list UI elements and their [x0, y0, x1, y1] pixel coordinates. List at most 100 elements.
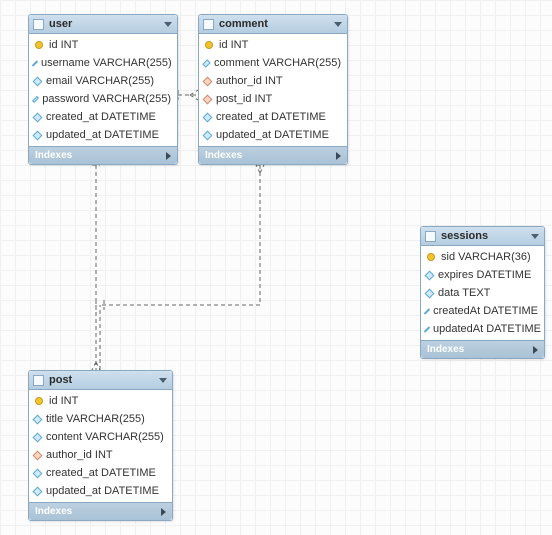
- column-label: updated_at DATETIME: [216, 129, 329, 141]
- column-row[interactable]: sid VARCHAR(36): [421, 248, 544, 266]
- column-label: created_at DATETIME: [216, 111, 326, 123]
- table-columns: sid VARCHAR(36) expires DATETIME data TEXT…: [421, 246, 544, 340]
- column-row[interactable]: id INT: [29, 392, 172, 410]
- diamond-icon: [33, 432, 43, 442]
- diamond-icon: [32, 60, 38, 66]
- table-title: user: [49, 18, 72, 30]
- column-label: password VARCHAR(255): [42, 93, 171, 105]
- key-icon: [426, 252, 436, 262]
- table-footer[interactable]: Indexes: [421, 340, 544, 358]
- diamond-icon: [33, 468, 43, 478]
- table-footer[interactable]: Indexes: [199, 146, 347, 164]
- column-label: author_id INT: [216, 75, 283, 87]
- column-label: createdAt DATETIME: [433, 305, 538, 317]
- column-row[interactable]: updatedAt DATETIME: [421, 320, 544, 338]
- table-header[interactable]: user: [29, 15, 177, 34]
- diamond-icon: [33, 414, 43, 424]
- chevron-down-icon: [164, 22, 172, 27]
- key-icon: [34, 40, 44, 50]
- column-label: comment VARCHAR(255): [214, 57, 341, 69]
- table-icon: [425, 231, 436, 242]
- column-row[interactable]: updated_at DATETIME: [29, 482, 172, 500]
- table-footer[interactable]: Indexes: [29, 502, 172, 520]
- column-label: updated_at DATETIME: [46, 129, 159, 141]
- table-footer[interactable]: Indexes: [29, 146, 177, 164]
- column-row[interactable]: updated_at DATETIME: [29, 126, 177, 144]
- column-label: created_at DATETIME: [46, 467, 156, 479]
- column-row[interactable]: author_id INT: [29, 446, 172, 464]
- column-label: email VARCHAR(255): [46, 75, 154, 87]
- diamond-icon: [424, 308, 430, 314]
- column-row[interactable]: username VARCHAR(255): [29, 54, 177, 72]
- chevron-right-icon: [336, 152, 341, 160]
- column-row[interactable]: post_id INT: [199, 90, 347, 108]
- table-header[interactable]: post: [29, 371, 172, 390]
- indexes-label: Indexes: [205, 150, 242, 161]
- column-row[interactable]: email VARCHAR(255): [29, 72, 177, 90]
- column-row[interactable]: password VARCHAR(255): [29, 90, 177, 108]
- column-label: data TEXT: [438, 287, 490, 299]
- column-row[interactable]: data TEXT: [421, 284, 544, 302]
- table-columns: id INT title VARCHAR(255) content VARCHAR(…: [29, 390, 172, 502]
- table-post[interactable]: post id INT title VARCHAR(255) content VAR…: [28, 370, 173, 521]
- key-icon: [204, 40, 214, 50]
- column-label: title VARCHAR(255): [46, 413, 145, 425]
- table-columns: id INT username VARCHAR(255) email VARCHAR…: [29, 34, 177, 146]
- column-label: post_id INT: [216, 93, 272, 105]
- chevron-right-icon: [161, 508, 166, 516]
- indexes-label: Indexes: [427, 344, 464, 355]
- diamond-icon: [425, 288, 435, 298]
- table-icon: [33, 19, 44, 30]
- indexes-label: Indexes: [35, 150, 72, 161]
- table-icon: [203, 19, 214, 30]
- chevron-down-icon: [334, 22, 342, 27]
- diamond-icon: [33, 486, 43, 496]
- diamond-icon: [203, 112, 213, 122]
- table-columns: id INT comment VARCHAR(255) author_id INT p…: [199, 34, 347, 146]
- column-row[interactable]: id INT: [29, 36, 177, 54]
- diamond-icon: [33, 112, 43, 122]
- diamond-fk-icon: [203, 94, 213, 104]
- column-row[interactable]: updated_at DATETIME: [199, 126, 347, 144]
- column-row[interactable]: comment VARCHAR(255): [199, 54, 347, 72]
- diamond-icon: [425, 270, 435, 280]
- diamond-icon: [32, 95, 39, 102]
- column-row[interactable]: content VARCHAR(255): [29, 428, 172, 446]
- column-row[interactable]: author_id INT: [199, 72, 347, 90]
- table-title: comment: [219, 18, 268, 30]
- column-label: expires DATETIME: [438, 269, 531, 281]
- column-row[interactable]: title VARCHAR(255): [29, 410, 172, 428]
- column-label: username VARCHAR(255): [41, 57, 172, 69]
- table-user[interactable]: user id INT username VARCHAR(255) email VA…: [28, 14, 178, 165]
- chevron-right-icon: [533, 346, 538, 354]
- column-row[interactable]: createdAt DATETIME: [421, 302, 544, 320]
- column-label: updated_at DATETIME: [46, 485, 159, 497]
- diamond-icon: [424, 326, 430, 332]
- table-comment[interactable]: comment id INT comment VARCHAR(255) author…: [198, 14, 348, 165]
- diamond-fk-icon: [203, 76, 213, 86]
- table-header[interactable]: comment: [199, 15, 347, 34]
- diamond-icon: [203, 130, 213, 140]
- diamond-icon: [33, 76, 43, 86]
- diamond-icon: [33, 130, 43, 140]
- column-row[interactable]: created_at DATETIME: [29, 108, 177, 126]
- table-sessions[interactable]: sessions sid VARCHAR(36) expires DATETIME…: [420, 226, 545, 359]
- column-label: id INT: [49, 395, 78, 407]
- column-label: created_at DATETIME: [46, 111, 156, 123]
- diamond-icon: [202, 59, 211, 68]
- column-row[interactable]: id INT: [199, 36, 347, 54]
- column-label: id INT: [49, 39, 78, 51]
- column-label: updatedAt DATETIME: [433, 323, 541, 335]
- column-row[interactable]: created_at DATETIME: [29, 464, 172, 482]
- column-row[interactable]: created_at DATETIME: [199, 108, 347, 126]
- column-label: content VARCHAR(255): [46, 431, 164, 443]
- table-header[interactable]: sessions: [421, 227, 544, 246]
- table-title: sessions: [441, 230, 488, 242]
- table-title: post: [49, 374, 72, 386]
- table-icon: [33, 375, 44, 386]
- column-row[interactable]: expires DATETIME: [421, 266, 544, 284]
- chevron-right-icon: [166, 152, 171, 160]
- column-label: author_id INT: [46, 449, 113, 461]
- column-label: sid VARCHAR(36): [441, 251, 531, 263]
- indexes-label: Indexes: [35, 506, 72, 517]
